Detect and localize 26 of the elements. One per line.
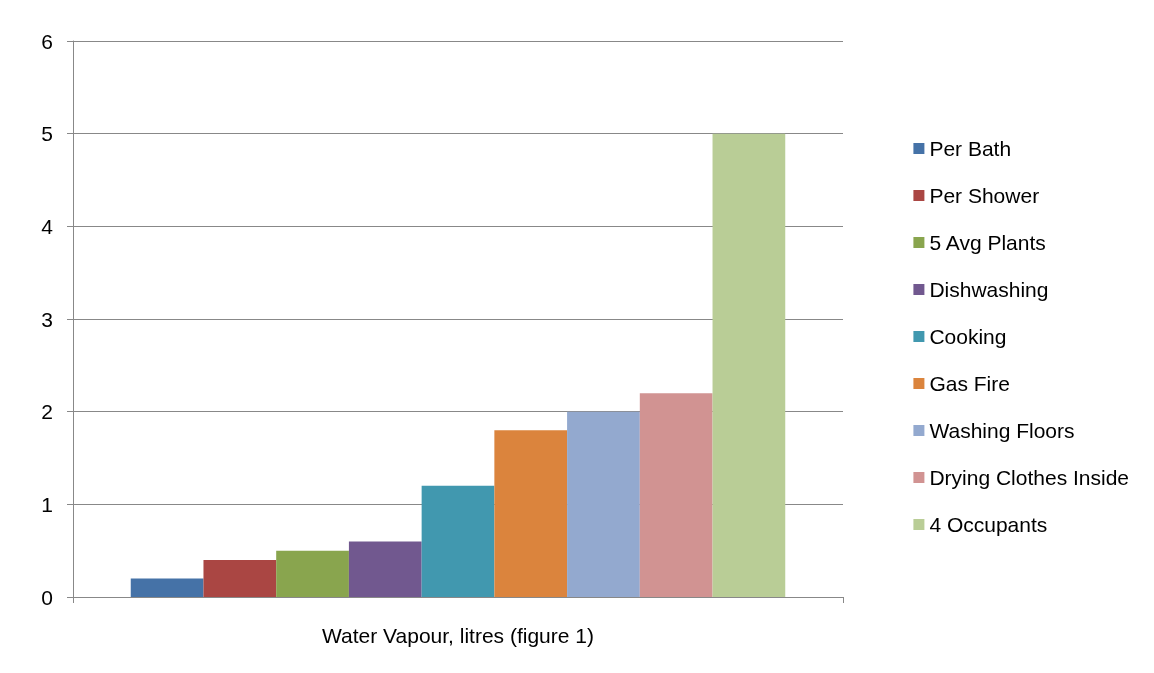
y-tick-label: 6 — [41, 29, 53, 53]
y-tick-label: 2 — [41, 400, 53, 424]
legend-label: Per Bath — [929, 137, 1012, 160]
x-tick-label: Water Vapour, litres (figure 1) — [322, 624, 594, 647]
legend-label: 4 Occupants — [929, 513, 1048, 536]
bar — [276, 550, 349, 597]
legend-label: Washing Floors — [929, 419, 1075, 442]
bar — [494, 430, 568, 597]
legend-label: Gas Fire — [929, 372, 1010, 395]
y-tick-label: 4 — [41, 214, 54, 238]
legend-label: Drying Clothes Inside — [929, 466, 1129, 489]
y-tick-label: 1 — [41, 492, 53, 516]
y-tick-label: 0 — [41, 585, 53, 609]
bar — [712, 133, 786, 597]
bar — [421, 485, 495, 597]
y-tick-label: 3 — [41, 307, 53, 331]
bar — [203, 559, 277, 597]
bar — [348, 541, 422, 597]
bar — [639, 393, 713, 597]
bar — [130, 578, 204, 597]
bar — [567, 411, 640, 597]
legend-label: Per Shower — [929, 184, 1040, 207]
legend-label: Dishwashing — [929, 278, 1049, 301]
legend-label: 5 Avg Plants — [929, 231, 1046, 254]
legend-label: Cooking — [929, 325, 1007, 348]
y-tick-label: 5 — [41, 122, 53, 146]
